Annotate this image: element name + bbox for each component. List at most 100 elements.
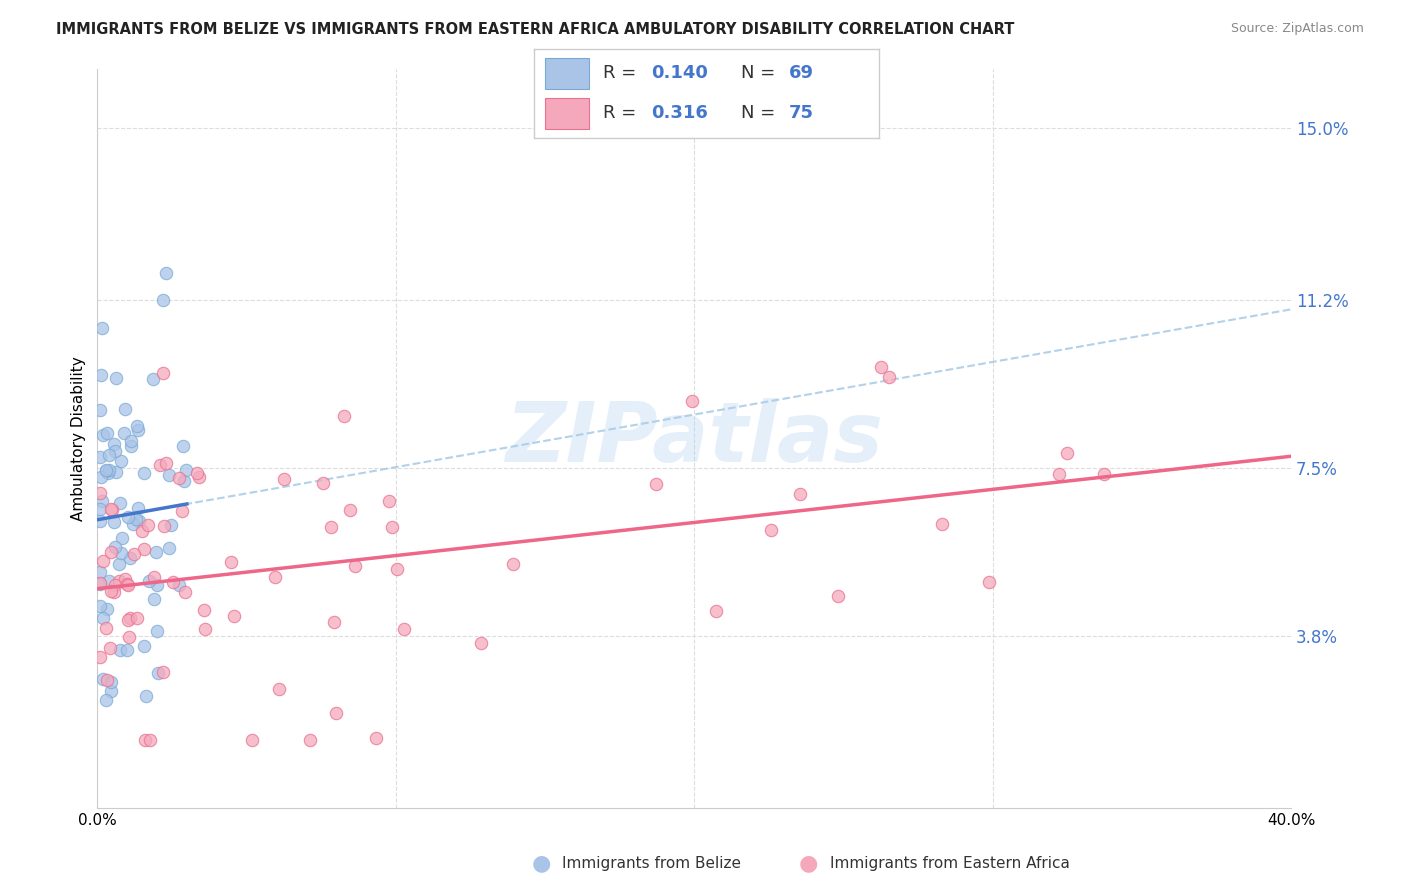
Point: [93, 611, 115, 625]
Point: [100, 501, 122, 516]
Text: IMMIGRANTS FROM BELIZE VS IMMIGRANTS FROM EASTERN AFRICA AMBULATORY DISABILITY C: IMMIGRANTS FROM BELIZE VS IMMIGRANTS FRO…: [56, 22, 1015, 37]
Point: [157, 541, 180, 555]
Point: [89, 485, 111, 500]
Point: [98, 641, 121, 656]
Point: [789, 487, 811, 501]
Point: [103, 443, 125, 458]
Point: [704, 604, 727, 618]
Point: [931, 517, 953, 532]
Text: 0.140: 0.140: [651, 64, 709, 82]
Text: ●: ●: [531, 854, 551, 873]
Point: [124, 547, 146, 561]
Point: [132, 640, 155, 654]
Point: [143, 591, 166, 606]
Point: [132, 466, 155, 480]
Point: [219, 555, 242, 569]
Point: [378, 494, 401, 508]
Point: [117, 510, 139, 524]
Point: [105, 371, 128, 385]
Point: [114, 402, 136, 417]
Point: [89, 649, 111, 664]
Point: [98, 448, 121, 462]
Point: [117, 578, 139, 592]
Point: [89, 565, 111, 579]
Point: [152, 665, 174, 679]
Point: [108, 558, 131, 572]
Point: [157, 467, 180, 482]
Point: [89, 501, 111, 516]
Point: [134, 542, 156, 557]
Point: [89, 575, 111, 590]
Point: [222, 608, 245, 623]
Point: [681, 394, 703, 409]
Point: [127, 423, 149, 437]
Text: Immigrants from Belize: Immigrants from Belize: [562, 856, 741, 871]
Point: [319, 520, 342, 534]
Point: [146, 666, 169, 681]
Point: [118, 630, 141, 644]
Point: [149, 458, 172, 473]
Point: [979, 575, 1001, 590]
Point: [90, 321, 112, 335]
Point: [267, 682, 290, 697]
Point: [107, 574, 129, 588]
Point: [91, 428, 114, 442]
Point: [644, 477, 666, 491]
Point: [96, 425, 118, 440]
Point: [94, 463, 117, 477]
Text: ZIPatlas: ZIPatlas: [505, 398, 883, 479]
Point: [344, 559, 367, 574]
Point: [96, 673, 118, 687]
Point: [103, 585, 125, 599]
Point: [188, 470, 211, 484]
Point: [103, 516, 125, 530]
Point: [339, 503, 361, 517]
Point: [385, 562, 408, 576]
Point: [121, 516, 143, 531]
Point: [89, 403, 111, 417]
Point: [264, 570, 287, 584]
Text: Source: ZipAtlas.com: Source: ZipAtlas.com: [1230, 22, 1364, 36]
Point: [96, 602, 118, 616]
Point: [91, 672, 114, 686]
Point: [104, 578, 127, 592]
FancyBboxPatch shape: [544, 58, 589, 89]
Point: [91, 554, 114, 568]
Point: [100, 503, 122, 517]
Point: [333, 409, 356, 423]
Point: [155, 456, 177, 470]
Point: [325, 706, 347, 720]
Point: [381, 519, 404, 533]
Text: N =: N =: [741, 104, 780, 122]
Point: [100, 684, 122, 698]
Point: [152, 293, 174, 307]
Point: [1092, 467, 1115, 481]
Text: Immigrants from Eastern Africa: Immigrants from Eastern Africa: [830, 856, 1070, 871]
Point: [827, 589, 849, 603]
Point: [131, 524, 153, 539]
Point: [115, 577, 138, 591]
Point: [159, 518, 181, 533]
Point: [120, 551, 142, 566]
Point: [193, 603, 215, 617]
Point: [97, 463, 120, 477]
Text: ●: ●: [799, 854, 818, 873]
Point: [117, 643, 139, 657]
Text: R =: R =: [603, 104, 643, 122]
Point: [110, 546, 132, 560]
Point: [167, 577, 190, 591]
Point: [186, 467, 208, 481]
Point: [146, 624, 169, 638]
Point: [125, 512, 148, 526]
Point: [110, 496, 132, 510]
Point: [120, 610, 142, 624]
Point: [173, 585, 195, 599]
Point: [89, 450, 111, 465]
Point: [502, 557, 524, 571]
Point: [125, 611, 148, 625]
Text: 69: 69: [789, 64, 814, 82]
Y-axis label: Ambulatory Disability: Ambulatory Disability: [72, 356, 86, 521]
Point: [194, 622, 217, 636]
Point: [172, 504, 194, 518]
Point: [89, 577, 111, 591]
